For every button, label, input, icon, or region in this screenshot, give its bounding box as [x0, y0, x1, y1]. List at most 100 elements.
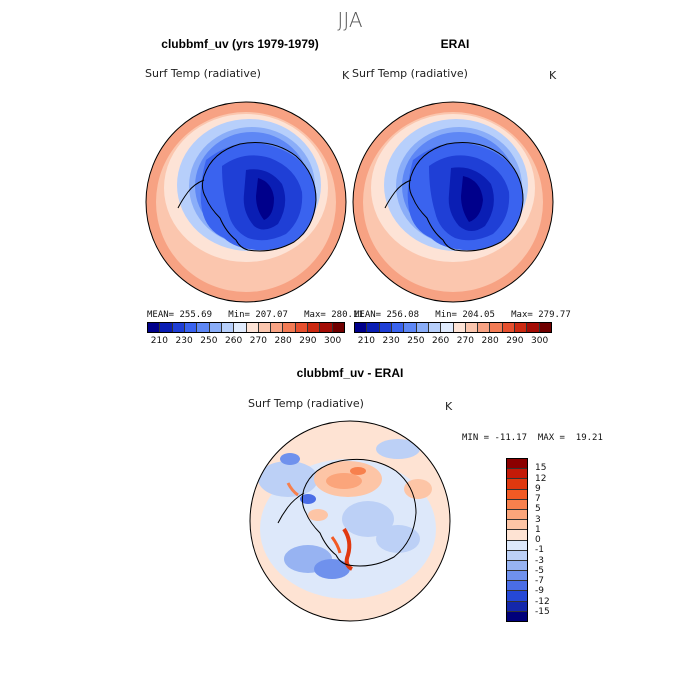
colorbar-swatch — [465, 323, 479, 332]
colorbar-swatch — [379, 323, 392, 332]
colorbar-swatch — [507, 540, 527, 551]
colorbar-tick-label: -3 — [535, 555, 544, 566]
diff-variable-label: Surf Temp (radiative) — [248, 397, 364, 410]
colorbar-tick-label: 280 — [481, 336, 499, 346]
colorbar-swatch — [234, 323, 247, 332]
colorbar-swatch — [527, 323, 540, 332]
colorbar-swatch — [172, 323, 185, 332]
left-variable-label: Surf Temp (radiative) — [145, 67, 261, 80]
colorbar-swatch — [507, 499, 527, 510]
left-panel-title: clubbmf_uv (yrs 1979-1979) — [161, 37, 319, 51]
colorbar-swatch — [507, 611, 527, 621]
colorbar-swatch — [221, 323, 235, 332]
right-stats: MEAN= 256.08 Min= 204.05 Max= 279.77 — [354, 310, 571, 320]
colorbar-swatch — [332, 323, 344, 332]
colorbar-swatch — [502, 323, 516, 332]
colorbar-swatch — [391, 323, 405, 332]
left-polar-map — [145, 101, 347, 303]
colorbar-tick-label: 15 — [535, 463, 547, 474]
right-panel-title: ERAI — [440, 37, 470, 51]
colorbar-tick-label: 300 — [531, 336, 549, 346]
colorbar-swatch — [246, 323, 259, 332]
colorbar-tick-label: -15 — [535, 606, 550, 617]
left-stats: MEAN= 255.69 Min= 207.07 Max= 280.11 — [147, 310, 364, 320]
colorbar-tick-label: -12 — [535, 596, 550, 607]
colorbar-swatch — [404, 323, 417, 332]
right-colorbar-ticks: 210 230 250 260 270 280 290 300 — [354, 336, 552, 348]
colorbar-tick-label: 270 — [456, 336, 474, 346]
colorbar-swatch — [148, 323, 161, 332]
colorbar-tick-label: -7 — [535, 576, 544, 586]
right-polar-map — [352, 101, 554, 303]
diff-polar-map — [249, 420, 451, 622]
colorbar-tick-label: 210 — [150, 336, 168, 346]
colorbar-tick-label: 9 — [535, 483, 541, 494]
colorbar-swatch — [507, 550, 527, 561]
colorbar-swatch — [355, 323, 368, 332]
colorbar-swatch — [478, 323, 491, 332]
colorbar-swatch — [184, 323, 198, 332]
colorbar-swatch — [441, 323, 454, 332]
right-colorbar — [354, 322, 552, 333]
colorbar-swatch — [507, 591, 527, 602]
colorbar-swatch — [320, 323, 333, 332]
colorbar-tick-label: 12 — [535, 473, 547, 484]
colorbar-swatch — [539, 323, 551, 332]
left-colorbar — [147, 322, 345, 333]
colorbar-swatch — [507, 571, 527, 582]
colorbar-tick-label: 0 — [535, 535, 541, 545]
colorbar-swatch — [283, 323, 296, 332]
colorbar-swatch — [160, 323, 173, 332]
diff-panel-title: clubbmf_uv - ERAI — [296, 366, 404, 380]
colorbar-swatch — [453, 323, 466, 332]
diff-colorbar — [506, 458, 528, 622]
colorbar-swatch — [507, 530, 527, 541]
colorbar-tick-label: 5 — [535, 504, 541, 515]
colorbar-swatch — [507, 479, 527, 490]
colorbar-tick-label: 230 — [382, 336, 400, 346]
colorbar-tick-label: 300 — [324, 336, 342, 346]
colorbar-swatch — [367, 323, 380, 332]
left-colorbar-ticks: 210 230 250 260 270 280 290 300 — [147, 336, 345, 348]
colorbar-tick-label: -5 — [535, 565, 544, 576]
colorbar-tick-label: 270 — [249, 336, 267, 346]
colorbar-swatch — [507, 560, 527, 572]
colorbar-swatch — [416, 323, 429, 332]
colorbar-tick-label: 1 — [535, 524, 541, 535]
colorbar-tick-label: 230 — [175, 336, 193, 346]
colorbar-swatch — [209, 323, 222, 332]
colorbar-swatch — [490, 323, 503, 332]
season-title: JJA — [337, 8, 363, 32]
colorbar-tick-label: 280 — [274, 336, 292, 346]
right-units-label: K — [549, 69, 557, 82]
left-units-label: K — [342, 69, 350, 82]
colorbar-tick-label: 260 — [225, 336, 243, 346]
colorbar-tick-label: 250 — [200, 336, 218, 346]
colorbar-swatch — [507, 469, 527, 480]
colorbar-tick-label: 3 — [535, 514, 541, 525]
colorbar-swatch — [507, 509, 527, 521]
colorbar-tick-label: -1 — [535, 545, 544, 556]
colorbar-swatch — [428, 323, 442, 332]
colorbar-swatch — [258, 323, 272, 332]
colorbar-swatch — [308, 323, 321, 332]
diff-stats: MIN = -11.17 MAX = 19.21 — [462, 433, 603, 443]
colorbar-swatch — [507, 489, 527, 500]
colorbar-swatch — [507, 459, 527, 470]
colorbar-tick-label: 210 — [357, 336, 375, 346]
colorbar-swatch — [515, 323, 528, 332]
diff-colorbar-labels: 15 12 9 7 5 3 1 0 -1 -3 -5 -7 -9 -12 -15 — [535, 458, 565, 622]
colorbar-tick-label: -9 — [535, 586, 544, 597]
colorbar-swatch — [295, 323, 309, 332]
colorbar-tick-label: 290 — [299, 336, 317, 346]
colorbar-tick-label: 7 — [535, 494, 541, 504]
colorbar-swatch — [197, 323, 210, 332]
colorbar-swatch — [507, 520, 527, 531]
colorbar-swatch — [507, 601, 527, 612]
colorbar-swatch — [507, 581, 527, 592]
right-variable-label: Surf Temp (radiative) — [352, 67, 468, 80]
colorbar-tick-label: 260 — [432, 336, 450, 346]
colorbar-swatch — [271, 323, 284, 332]
colorbar-tick-label: 290 — [506, 336, 524, 346]
diff-units-label: K — [445, 400, 453, 413]
